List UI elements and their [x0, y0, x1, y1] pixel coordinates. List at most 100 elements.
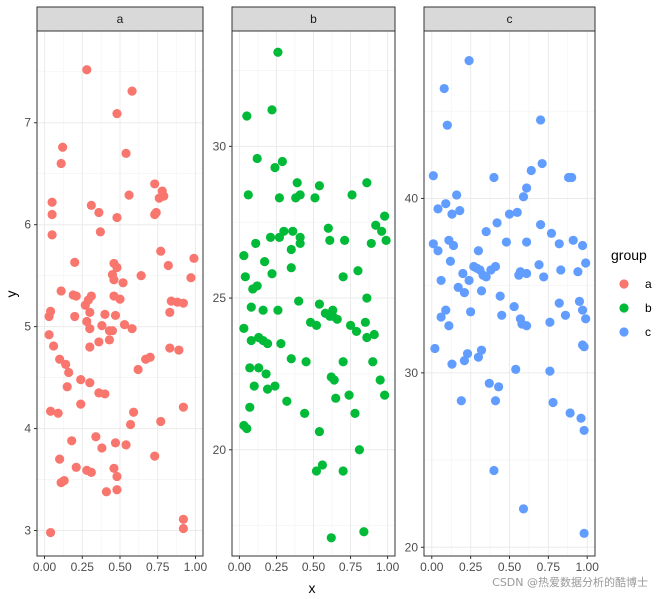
legend-item-c: c	[619, 325, 651, 339]
data-point	[490, 396, 501, 406]
x-tick-label: 0.50	[302, 560, 326, 574]
data-point	[82, 65, 92, 75]
facet-strip-label: a	[117, 12, 124, 26]
data-point	[323, 223, 333, 233]
data-point	[448, 240, 459, 251]
data-point	[369, 329, 379, 340]
data-point	[186, 273, 196, 283]
data-point	[80, 300, 90, 310]
legend-key	[619, 327, 629, 337]
data-point	[518, 192, 529, 202]
data-point	[273, 305, 283, 315]
data-point	[165, 307, 175, 317]
legend-label: a	[645, 277, 652, 291]
data-point	[107, 326, 118, 336]
data-point	[178, 402, 188, 412]
data-point	[548, 397, 558, 408]
x-tick-label: 0.50	[108, 560, 132, 574]
gridlines	[232, 31, 395, 556]
data-point	[109, 463, 119, 473]
data-point	[141, 354, 151, 364]
data-point	[59, 475, 69, 486]
data-point	[245, 363, 255, 373]
x-axis-ticks: 0.00 0.25 0.50 0.75 1.00	[33, 556, 208, 574]
data-point	[371, 220, 381, 230]
data-point	[441, 199, 451, 209]
data-point	[522, 237, 532, 247]
data-point	[55, 354, 65, 364]
y-axis-ticks: 20 30 40	[405, 191, 424, 554]
data-point	[366, 238, 376, 249]
data-point	[489, 465, 499, 476]
data-point	[101, 487, 112, 497]
data-point	[380, 390, 390, 400]
data-point	[58, 142, 68, 152]
data-point	[242, 111, 252, 121]
data-point	[311, 320, 322, 330]
data-point	[354, 445, 365, 455]
data-point	[489, 172, 499, 183]
y-tick-label: 6	[24, 218, 31, 232]
data-point	[127, 86, 137, 96]
data-point	[64, 367, 74, 378]
data-point	[310, 193, 320, 203]
data-point	[380, 211, 390, 221]
data-point	[286, 263, 296, 273]
x-tick-label: 0.50	[498, 560, 522, 574]
data-point	[97, 321, 107, 331]
data-point	[522, 268, 532, 279]
data-point	[314, 426, 325, 437]
data-point	[85, 342, 95, 352]
data-point	[537, 158, 547, 169]
data-point	[545, 317, 555, 327]
data-point	[178, 298, 188, 308]
x-tick-label: 0.00	[228, 560, 252, 574]
legend-key	[619, 279, 629, 289]
data-point	[86, 467, 96, 478]
data-point	[100, 389, 110, 399]
data-point	[565, 408, 575, 418]
data-point	[522, 321, 532, 331]
data-point	[85, 378, 95, 388]
data-point	[76, 399, 86, 409]
gridlines	[424, 31, 595, 556]
data-point	[115, 294, 125, 304]
data-point	[539, 272, 549, 282]
data-point	[267, 105, 277, 115]
data-point	[94, 337, 104, 347]
data-point	[56, 158, 66, 169]
data-point	[70, 257, 80, 268]
data-point	[274, 232, 285, 242]
data-point	[295, 238, 305, 249]
data-point	[428, 239, 438, 249]
legend-label: b	[645, 301, 652, 315]
data-point	[95, 227, 105, 237]
data-point	[484, 378, 494, 388]
data-point	[239, 250, 249, 261]
y-axis-title: y	[3, 291, 19, 298]
y-tick-label: 40	[405, 191, 419, 205]
x-tick-label: 0.75	[537, 560, 561, 574]
data-point	[338, 357, 348, 367]
data-point	[118, 278, 128, 288]
y-tick-label: 4	[24, 422, 31, 436]
data-point	[442, 120, 452, 130]
data-point	[504, 209, 515, 219]
data-point	[576, 413, 586, 423]
data-point	[332, 314, 342, 324]
data-point	[325, 235, 335, 245]
data-point	[459, 288, 470, 298]
data-point	[554, 298, 564, 308]
data-point	[481, 272, 491, 282]
data-point	[82, 316, 92, 327]
data-point	[456, 396, 466, 406]
data-point	[545, 366, 555, 376]
data-point	[331, 393, 341, 403]
data-point	[45, 527, 56, 538]
data-point	[178, 514, 188, 524]
data-point	[351, 326, 362, 337]
data-point	[76, 375, 86, 385]
data-point	[251, 238, 261, 249]
data-point	[459, 356, 470, 366]
x-tick-label: 1.00	[184, 560, 208, 574]
